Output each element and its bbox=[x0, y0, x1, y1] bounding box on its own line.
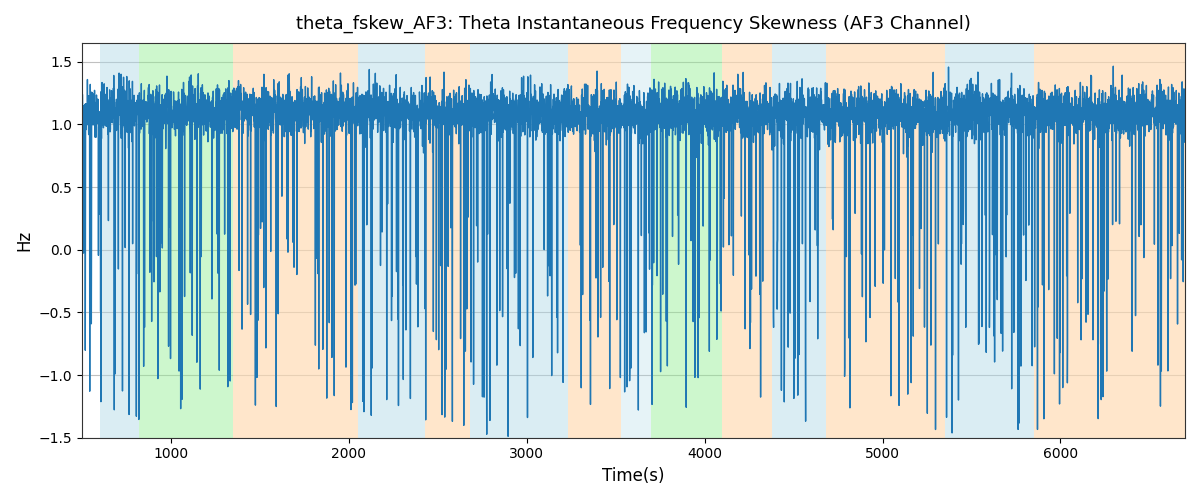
Bar bbox=[944, 43, 1033, 438]
Bar bbox=[620, 43, 652, 438]
Bar bbox=[233, 43, 358, 438]
Bar bbox=[425, 43, 469, 438]
Bar bbox=[773, 43, 826, 438]
X-axis label: Time(s): Time(s) bbox=[602, 467, 665, 485]
Bar bbox=[722, 43, 773, 438]
Bar bbox=[1033, 43, 1057, 438]
Bar bbox=[139, 43, 233, 438]
Bar bbox=[100, 43, 139, 438]
Bar bbox=[1057, 43, 1184, 438]
Bar bbox=[469, 43, 568, 438]
Bar bbox=[568, 43, 620, 438]
Title: theta_fskew_AF3: Theta Instantaneous Frequency Skewness (AF3 Channel): theta_fskew_AF3: Theta Instantaneous Fre… bbox=[296, 15, 971, 34]
Bar bbox=[358, 43, 425, 438]
Y-axis label: Hz: Hz bbox=[14, 230, 32, 251]
Bar bbox=[652, 43, 722, 438]
Bar bbox=[826, 43, 944, 438]
